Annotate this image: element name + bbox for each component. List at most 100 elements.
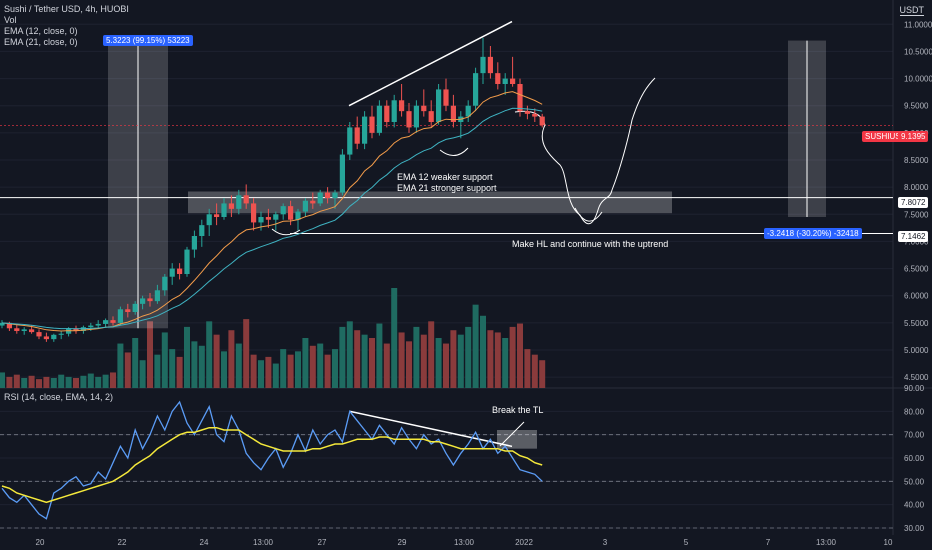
rsi-break-path	[499, 421, 525, 447]
volume-bar	[110, 372, 116, 388]
candle-body	[6, 322, 12, 329]
price-tick-label: 10.0000	[904, 75, 932, 84]
candle-body	[310, 200, 316, 204]
currency-unit[interactable]: USDT	[899, 5, 924, 16]
candle-body	[117, 309, 123, 323]
volume-bar	[406, 341, 412, 388]
price-tick-label: 8.0000	[904, 183, 929, 192]
volume-bar	[139, 360, 146, 388]
volume-bar	[0, 372, 5, 388]
volume-bar	[465, 326, 472, 388]
candle-body	[502, 78, 508, 84]
vol-legend[interactable]: Vol	[4, 15, 17, 25]
candle-body	[243, 195, 249, 204]
rsi-tick-label: 30.00	[904, 524, 925, 533]
volume-bar	[383, 343, 390, 388]
price-tick-label: 5.5000	[904, 319, 929, 328]
candle-body	[302, 200, 308, 212]
candle-body	[43, 336, 49, 340]
price-tick-label: 11.0000	[904, 20, 932, 29]
candle-body	[539, 116, 545, 126]
symbol-price-tag: 9.1395	[898, 131, 929, 142]
volume-bar	[198, 345, 205, 388]
symbol-legend[interactable]: Sushi / Tether USD, 4h, HUOBI	[4, 4, 129, 14]
candle-body	[362, 116, 368, 144]
ema-strong-note: EMA 21 stronger support	[397, 183, 497, 193]
volume-bars	[0, 288, 546, 388]
candle-body	[465, 105, 471, 117]
candle-body	[384, 105, 390, 122]
rsi-legend[interactable]: RSI (14, close, EMA, 14, 2)	[4, 392, 114, 402]
volume-bar	[191, 341, 198, 388]
ema-lines	[1, 91, 543, 332]
annotations: EMA 12 weaker support EMA 21 stronger su…	[397, 172, 668, 415]
candle-body	[21, 329, 27, 331]
time-tick-label: 13:00	[816, 538, 837, 547]
volume-bar	[28, 375, 35, 388]
price-tick-label: 5.0000	[904, 346, 929, 355]
candle-body	[369, 116, 375, 133]
time-tick-label: 13:00	[454, 538, 475, 547]
volume-bar	[354, 330, 361, 388]
candle-body	[132, 303, 138, 312]
ema21-legend[interactable]: EMA (21, close, 0)	[4, 37, 78, 47]
volume-bar	[369, 338, 375, 388]
volume-bar	[346, 321, 353, 388]
candle-body	[214, 214, 220, 217]
hl-note: Make HL and continue with the uptrend	[512, 239, 668, 249]
volume-bar	[502, 338, 509, 388]
volume-bar	[58, 374, 65, 388]
candle-body	[125, 309, 131, 312]
time-tick-label: 13:00	[253, 538, 274, 547]
ema12-line	[1, 91, 543, 332]
time-tick-label: 5	[684, 538, 689, 547]
candle-body	[325, 192, 331, 198]
rsi-line	[1, 400, 543, 520]
volume-bar	[280, 349, 287, 388]
volume-bar	[435, 338, 442, 388]
volume-bar	[50, 378, 57, 388]
hl-curve	[271, 228, 301, 236]
projection-path	[514, 77, 656, 225]
volume-bar	[161, 332, 168, 388]
candle-body	[495, 73, 501, 84]
volume-bar	[272, 363, 279, 388]
bottom-measure-tag: -3.2418 (-30.20%) -32418	[764, 228, 862, 239]
volume-bar	[243, 319, 250, 388]
volume-bar	[295, 351, 301, 388]
volume-bar	[154, 354, 161, 388]
projection-dip	[574, 207, 603, 222]
volume-bar	[420, 334, 427, 388]
candles	[0, 37, 545, 342]
time-tick-label: 2022	[515, 538, 533, 547]
candle-body	[73, 328, 79, 331]
candle-body	[169, 268, 175, 277]
level-7146-tag: 7.1462	[898, 231, 929, 242]
volume-bar	[450, 330, 457, 388]
volume-bar	[213, 334, 220, 388]
candle-body	[273, 214, 279, 220]
volume-bar	[80, 375, 87, 388]
volume-bar	[258, 360, 264, 388]
candle-body	[295, 211, 301, 220]
candle-body	[391, 100, 397, 122]
volume-bar	[21, 378, 28, 388]
candle-body	[510, 78, 516, 84]
candle-body	[228, 203, 234, 209]
tl-note: Break the TL	[492, 405, 543, 415]
candle-body	[103, 320, 109, 324]
candle-body	[399, 100, 405, 112]
volume-bar	[36, 379, 42, 388]
time-tick-label: 27	[318, 538, 327, 547]
time-tick-label: 22	[118, 538, 127, 547]
candle-body	[140, 298, 146, 304]
volume-bar	[524, 349, 531, 388]
ema21-line	[1, 107, 543, 330]
candle-body	[436, 89, 442, 122]
volume-bar	[13, 374, 20, 388]
rsi-tick-label: 80.00	[904, 407, 925, 416]
ema12-legend[interactable]: EMA (12, close, 0)	[4, 26, 78, 36]
candle-body	[532, 113, 538, 117]
price-tick-label: 8.5000	[904, 156, 929, 165]
